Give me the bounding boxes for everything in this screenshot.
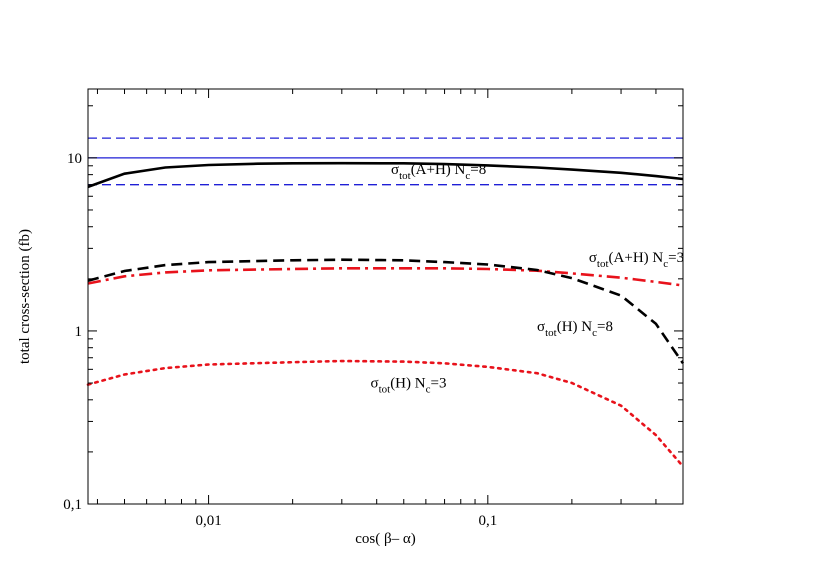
- plot-frame: [87, 88, 684, 505]
- y-tick-label: 10: [67, 151, 82, 167]
- series-sigma-AH-Nc8: [87, 161, 684, 189]
- series-sigma-AH-Nc3: [87, 267, 684, 287]
- y-axis-title: total cross-section (fb): [17, 229, 33, 364]
- label-sigma-H-Nc8: σtot(H) Nc=8: [537, 319, 613, 339]
- label-sigma-AH-Nc3: σtot(A+H) Nc=3: [589, 250, 684, 270]
- label-sigma-H-Nc3: σtot(H) Nc=3: [370, 376, 446, 396]
- x-tick-label: 0,01: [195, 513, 221, 529]
- y-tick-label: 0,1: [63, 497, 82, 513]
- x-tick-label: 0,1: [478, 513, 497, 529]
- series-sigma-H-Nc8: [87, 258, 685, 365]
- label-sigma-AH-Nc8: σtot(A+H) Nc=8: [391, 162, 486, 182]
- y-tick-label: 1: [75, 324, 83, 340]
- series-sigma-H-Nc3: [86, 359, 685, 468]
- x-axis-title: cos( β– α): [355, 531, 415, 547]
